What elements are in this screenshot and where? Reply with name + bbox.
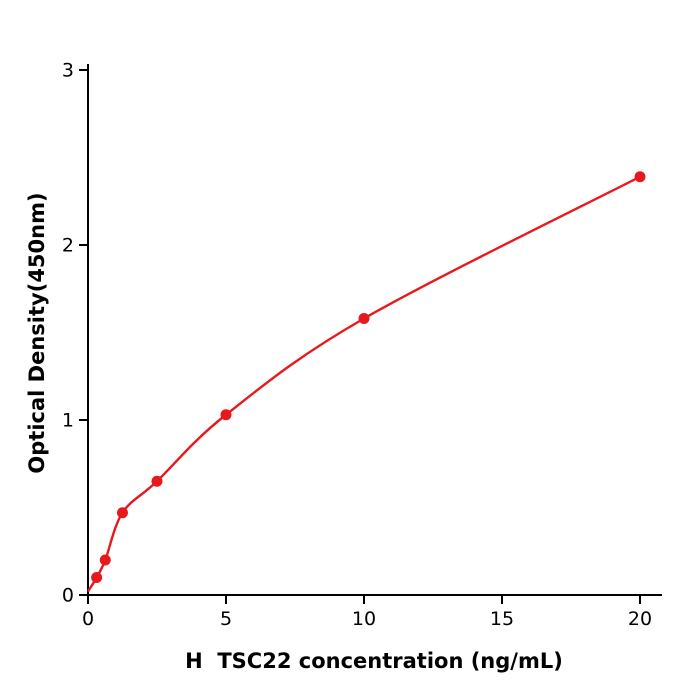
axes — [87, 64, 662, 596]
data-point — [151, 475, 163, 487]
data-point — [220, 409, 232, 421]
fit-curve-line — [86, 175, 641, 593]
y-axis-title: Optical Density(450nm) — [25, 192, 49, 473]
y-tick-label: 1 — [62, 410, 74, 432]
data-point — [91, 572, 103, 583]
x-tick-label: 10 — [352, 608, 376, 630]
x-tick-label: 0 — [82, 608, 94, 630]
x-axis-title: H TSC22 concentration (ng/mL) — [185, 649, 563, 673]
data-point — [117, 507, 128, 519]
x-tick-label: 20 — [628, 608, 652, 630]
y-tick-label: 2 — [62, 235, 74, 257]
x-tick-label: 15 — [490, 608, 514, 630]
data-point — [99, 554, 111, 566]
x-tick-label: 5 — [220, 608, 232, 630]
tick-marks: 0 1 2 3 0 5 10 15 20 — [62, 60, 652, 630]
y-tick-label: 0 — [62, 585, 74, 607]
data-point — [634, 171, 646, 183]
data-points — [91, 171, 646, 583]
data-point — [358, 313, 370, 324]
y-tick-label: 3 — [62, 60, 74, 82]
